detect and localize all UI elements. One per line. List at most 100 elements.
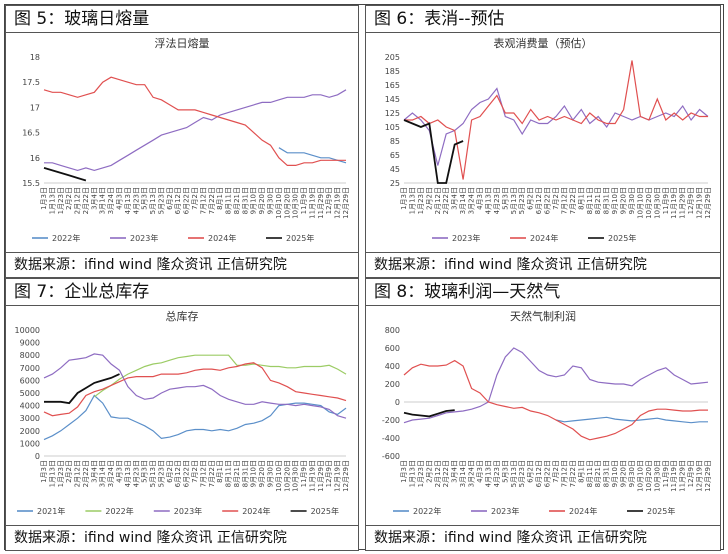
x-tick-label: 1月3日 [40, 460, 48, 483]
source-note: 数据来源：ifind wind 隆众资讯 正信研究院 [366, 525, 720, 550]
x-tick-label: 10月10日 [636, 460, 644, 492]
x-tick-label: 10月20日 [645, 187, 653, 219]
panel-melt-volume: 图 5：玻璃日熔量 浮法日熔量 15.5 16 16.5 17 17.5 18 1月3日 1月1… [5, 5, 359, 278]
x-tick-label: 12月19日 [334, 187, 342, 219]
x-tick-label: 10月10日 [636, 187, 644, 219]
x-tick-label: 2月12日 [434, 460, 442, 487]
y-tick-label: 165 [385, 81, 400, 90]
x-tick-label: 4月3日 [476, 187, 484, 210]
x-tick-label: 11月9日 [662, 460, 670, 487]
series-line [403, 87, 709, 166]
x-tick-label: 4月3日 [116, 187, 124, 210]
legend-label: 2022年 [105, 506, 133, 516]
y-tick-label: 18 [30, 53, 40, 62]
y-tick-label: 45 [390, 165, 400, 174]
x-tick-label: 3月24日 [468, 460, 476, 487]
series-line [43, 76, 346, 166]
x-tick-label: 2月22日 [82, 187, 90, 214]
x-tick-label: 9月30日 [628, 460, 636, 487]
x-tick-label: 11月19日 [670, 460, 678, 492]
x-tick-label: 4月13日 [124, 187, 132, 214]
x-tick-label: 8月1日 [216, 187, 224, 210]
x-tick-label: 2月2日 [425, 460, 433, 483]
x-tick-label: 9月10日 [250, 460, 258, 487]
series-line [43, 167, 87, 182]
x-tick-label: 8月11日 [586, 460, 594, 487]
legend-label: 2025年 [311, 506, 339, 516]
y-tick-label: 0 [395, 398, 400, 407]
x-tick-label: 10月20日 [283, 187, 291, 219]
legend-label: 2024年 [242, 506, 270, 516]
y-tick-label: 600 [385, 344, 400, 353]
y-tick-label: 7000 [20, 364, 40, 373]
x-tick-label: 4月13日 [484, 187, 492, 214]
y-tick-label: 125 [385, 109, 400, 118]
x-tick-label: 11月9日 [662, 187, 670, 214]
y-tick-label: 200 [385, 380, 400, 389]
x-tick-label: 12月9日 [325, 187, 333, 214]
x-tick-label: 2月12日 [74, 187, 82, 214]
chart-title: 浮法日熔量 [155, 36, 210, 50]
x-tick-label: 10月20日 [645, 460, 653, 492]
legend-label: 2024年 [208, 233, 236, 243]
series-line [403, 409, 455, 418]
x-tick-label: 7月22日 [569, 460, 577, 487]
y-tick-label: 3000 [20, 414, 40, 423]
legend-label: 2025年 [286, 233, 314, 243]
x-tick-label: 1月3日 [400, 187, 408, 210]
x-tick-label: 11月29日 [317, 187, 325, 219]
x-tick-label: 12月29日 [704, 187, 712, 219]
x-tick-label: 1月23日 [417, 460, 425, 487]
x-tick-label: 12月29日 [342, 187, 350, 219]
x-tick-label: 1月13日 [408, 187, 416, 214]
x-tick-label: 10月10日 [275, 187, 283, 219]
x-tick-label: 11月9日 [300, 460, 308, 487]
y-tick-label: 16.5 [22, 129, 40, 138]
x-tick-label: 4月3日 [476, 460, 484, 483]
x-tick-label: 1月13日 [48, 187, 56, 214]
chart-total-inventory: 总库存 0 1000 2000 3000 4000 5000 6000 7000 8000 9000… [15, 309, 350, 516]
x-tick-label: 12月19日 [696, 187, 704, 219]
x-tick-label: 3月4日 [90, 187, 98, 210]
y-tick-label: 9000 [20, 339, 40, 348]
x-tick-label: 9月20日 [620, 187, 628, 214]
x-tick-label: 7月12日 [199, 187, 207, 214]
y-tick-label: 6000 [20, 376, 40, 385]
x-tick-label: 8月11日 [586, 187, 594, 214]
y-tick-label: -600 [382, 452, 400, 461]
x-tick-label: 6月2日 [166, 187, 174, 210]
legend-label: 2021年 [37, 506, 65, 516]
panel-title: 图 8：玻璃利润—天然气 [366, 279, 720, 306]
x-tick-label: 2月2日 [65, 187, 73, 210]
x-tick-label: 10月20日 [283, 460, 291, 492]
x-tick-label: 1月3日 [400, 460, 408, 483]
y-tick-label: 0 [35, 452, 40, 461]
series-line [403, 359, 708, 441]
x-tick-label: 3月4日 [451, 187, 459, 210]
x-tick-label: 9月10日 [611, 460, 619, 487]
x-tick-label: 8月1日 [577, 460, 585, 483]
y-tick-label: -200 [382, 416, 400, 425]
x-tick-label: 7月2日 [191, 460, 199, 483]
x-tick-label: 2月12日 [74, 460, 82, 487]
x-tick-label: 8月21日 [594, 460, 602, 487]
x-tick-label: 7月2日 [552, 187, 560, 210]
x-tick-label: 3月4日 [90, 460, 98, 483]
x-tick-label: 6月2日 [166, 460, 174, 483]
legend-label: 2024年 [530, 233, 558, 243]
legend-label: 2023年 [491, 506, 519, 516]
y-tick-label: 17.5 [22, 78, 40, 87]
series-line [44, 89, 347, 172]
x-tick-label: 2月22日 [82, 460, 90, 487]
x-tick-label: 9月20日 [258, 460, 266, 487]
series-line [43, 394, 347, 441]
x-tick-label: 10月30日 [653, 187, 661, 219]
x-tick-label: 3月24日 [468, 187, 476, 214]
series-line [93, 354, 347, 398]
y-tick-label: 8000 [20, 351, 40, 360]
x-tick-label: 8月31日 [241, 187, 249, 214]
x-tick-label: 12月9日 [687, 187, 695, 214]
series-line [43, 353, 347, 419]
x-tick-label: 3月14日 [99, 187, 107, 214]
